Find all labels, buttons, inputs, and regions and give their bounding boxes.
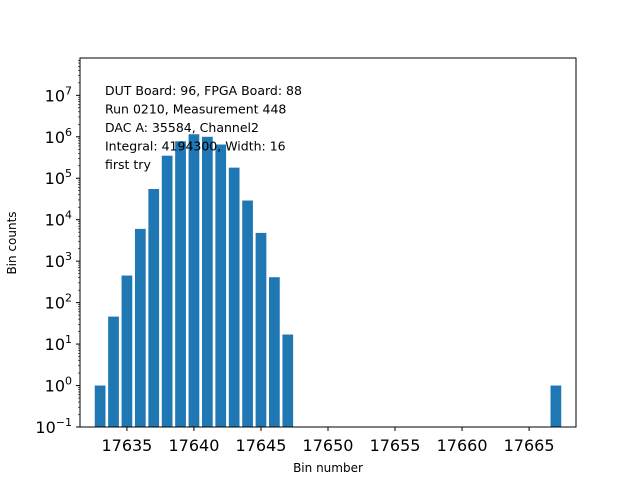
bar-17640 (188, 134, 200, 427)
bar-17635 (121, 275, 133, 427)
y-tick-label-3: 103 (45, 250, 72, 271)
bar-17637 (148, 189, 160, 427)
x-axis-label: Bin number (293, 461, 363, 475)
y-tick-label-2: 102 (45, 292, 72, 313)
y-tick-label-0: 100 (45, 375, 72, 396)
x-tick-label-17650: 17650 (303, 436, 354, 455)
annotation-line-3: DAC A: 35584, Channel2 (105, 120, 259, 135)
bar-17639 (175, 141, 186, 427)
annotation-line-2: Run 0210, Measurement 448 (105, 102, 286, 117)
bar-17641 (201, 136, 213, 427)
bar-17667 (550, 385, 562, 427)
y-tick-label-7: 107 (45, 84, 72, 105)
x-axis: 17635 17640 17645 17650 17655 17660 17665 (101, 427, 555, 455)
bars-group (94, 134, 562, 427)
y-tick-label-5: 105 (45, 167, 72, 188)
annotation-line-5: first try (105, 157, 151, 172)
bar-17642 (215, 144, 227, 427)
bar-17645 (255, 232, 267, 427)
bar-17634 (108, 316, 119, 427)
annotation-box: DUT Board: 96, FPGA Board: 88 Run 0210, M… (105, 83, 302, 172)
x-tick-label-17635: 17635 (101, 436, 152, 455)
bar-17647 (282, 334, 294, 427)
x-tick-label-17640: 17640 (168, 436, 219, 455)
bar-17643 (228, 167, 240, 427)
x-tick-label-17655: 17655 (370, 436, 421, 455)
bar-17646 (269, 277, 280, 427)
y-tick-label-6: 106 (45, 126, 72, 147)
bar-17633 (94, 385, 106, 427)
y-axis: 10−1 100 101 102 103 104 105 106 107 (35, 59, 80, 437)
y-tick-label--1: 10−1 (35, 416, 72, 437)
x-tick-label-17660: 17660 (437, 436, 488, 455)
bar-17638 (161, 155, 173, 427)
annotation-line-4: Integral: 4194300, Width: 16 (105, 139, 286, 154)
bar-17636 (134, 228, 146, 427)
x-tick-label-17665: 17665 (504, 436, 555, 455)
annotation-line-1: DUT Board: 96, FPGA Board: 88 (105, 83, 302, 98)
y-tick-label-1: 101 (45, 333, 72, 354)
bar-17644 (242, 200, 253, 427)
y-axis-label: Bin counts (5, 211, 19, 274)
x-tick-label-17645: 17645 (236, 436, 287, 455)
y-tick-label-4: 104 (45, 209, 72, 230)
